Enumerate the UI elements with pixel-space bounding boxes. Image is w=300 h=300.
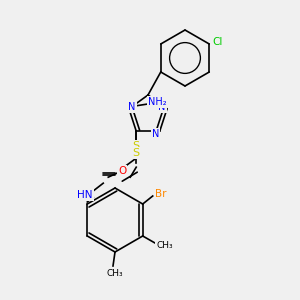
Text: NH₂: NH₂ [148,97,166,107]
Text: Br: Br [155,189,166,199]
Text: CH₃: CH₃ [107,269,123,278]
Text: S: S [133,141,140,151]
Text: N: N [152,129,159,139]
Text: CH₃: CH₃ [156,242,173,250]
Text: S: S [133,148,140,158]
Text: Cl: Cl [212,37,222,47]
Text: HN: HN [77,190,93,200]
Text: O: O [118,166,126,176]
Text: N: N [128,102,136,112]
Text: N: N [158,102,166,112]
